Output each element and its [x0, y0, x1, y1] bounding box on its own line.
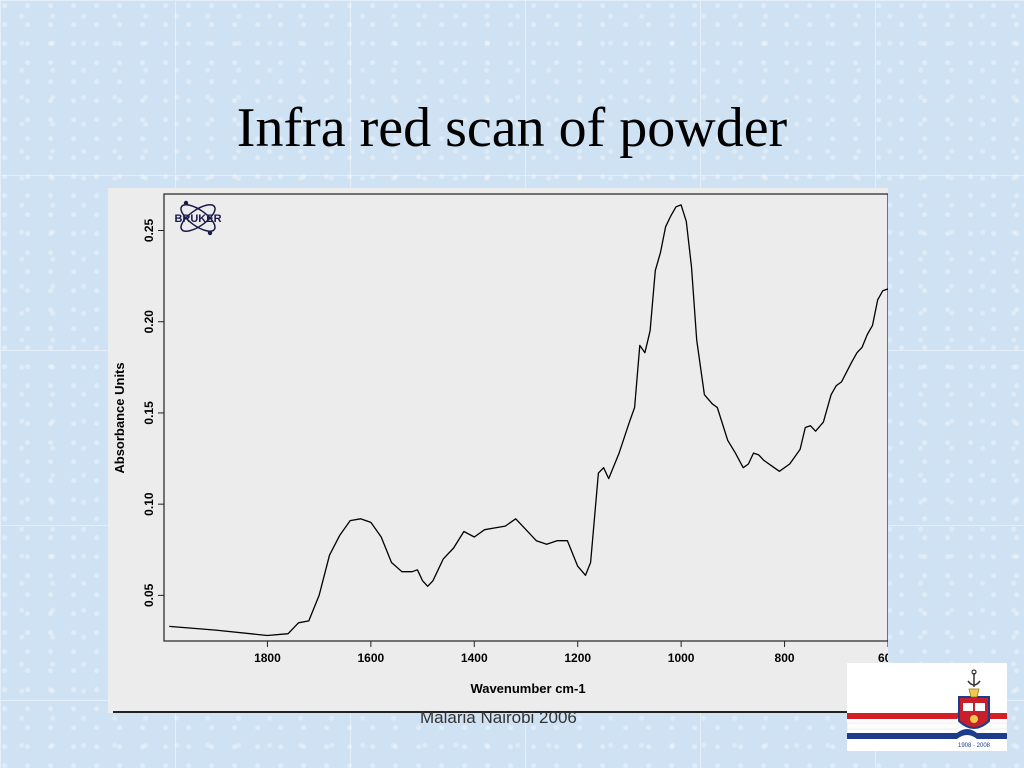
spectrum-chart: 0.05 0.10 0.15 0.20 0.25 1800 1600 1400 1200 100…	[112, 193, 888, 696]
x-axis-label: Wavenumber cm-1	[470, 681, 585, 696]
bruker-logo-text: BRUKER	[174, 213, 221, 225]
y-axis-label: Absorbance Units	[112, 362, 127, 473]
chart-panel: 0.05 0.10 0.15 0.20 0.25 1800 1600 1400 1200 100…	[108, 188, 888, 713]
y-tick-label: 0.25	[142, 218, 156, 242]
footer-divider	[113, 711, 848, 713]
y-tick-label: 0.10	[142, 492, 156, 516]
university-logo: 1908 · 2008	[846, 663, 1008, 751]
crest-icon: 1908 · 2008	[958, 669, 991, 749]
y-tick-label: 0.20	[142, 310, 156, 334]
x-tick-label: 1200	[564, 651, 591, 665]
x-tick-label: 1800	[254, 651, 281, 665]
x-tick-label: 1400	[461, 651, 488, 665]
y-tick-label: 0.15	[142, 401, 156, 425]
series-line-absorbance	[169, 204, 888, 637]
plot-frame	[163, 193, 888, 642]
x-tick-label: 800	[775, 651, 795, 665]
crest-text: 1908 · 2008	[958, 743, 991, 749]
footer-text: Malaria Nairobi 2006	[420, 708, 577, 727]
y-axis-ticks: 0.05 0.10 0.15 0.20 0.25	[142, 218, 164, 607]
slide-title: Infra red scan of powder	[236, 97, 788, 159]
bruker-logo: BRUKER	[174, 200, 222, 236]
x-tick-label: 1000	[668, 651, 695, 665]
x-tick-label: 1600	[358, 651, 385, 665]
y-tick-label: 0.05	[142, 583, 156, 607]
x-tick-label: 600	[878, 651, 888, 665]
x-axis-ticks: 1800 1600 1400 1200 1000 800 600	[254, 641, 888, 665]
